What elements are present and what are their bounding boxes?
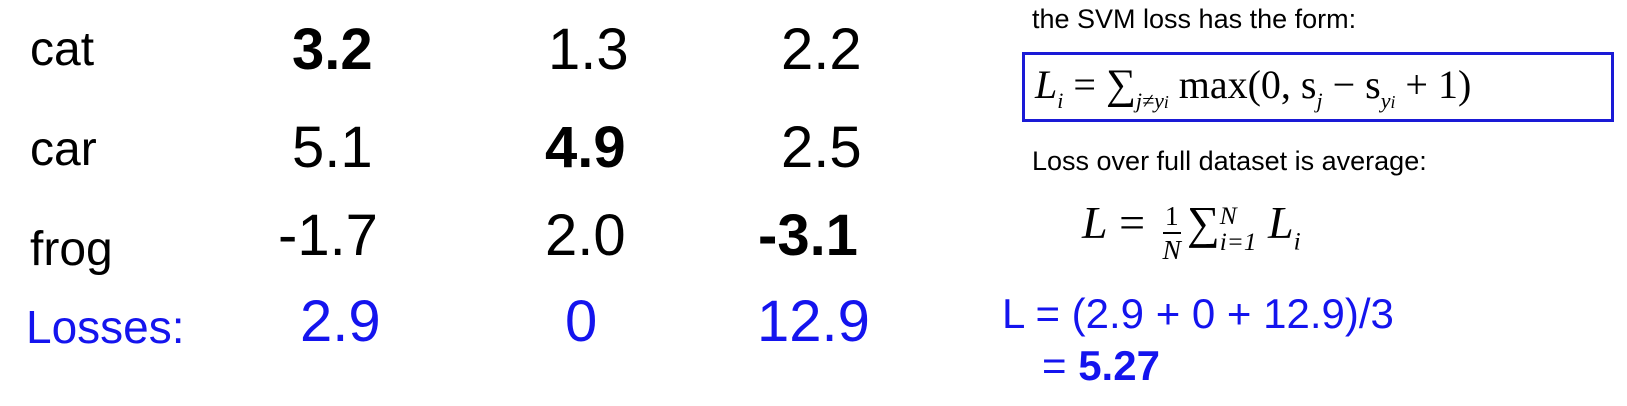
score-car-col2: 4.9 xyxy=(545,115,626,180)
svm-formula-box: Li = ∑j≠yi max(0, sj − syi + 1) xyxy=(1022,52,1614,122)
losses-label: Losses: xyxy=(26,301,185,353)
score-car-col1: 5.1 xyxy=(292,115,373,180)
avg-caption: Loss over full dataset is average: xyxy=(1032,146,1427,176)
class-label-frog: frog xyxy=(30,223,113,276)
class-label-cat: cat xyxy=(30,23,95,76)
score-car-col3: 2.5 xyxy=(781,115,862,180)
score-frog-col1: -1.7 xyxy=(278,203,378,268)
score-frog-col3: -3.1 xyxy=(758,203,858,268)
score-frog-col2: 2.0 xyxy=(545,203,626,268)
svm-caption: the SVM loss has the form: xyxy=(1032,4,1357,34)
loss-col1: 2.9 xyxy=(300,289,381,354)
loss-col3: 12.9 xyxy=(757,289,870,354)
svm-loss-formula: Li = ∑j≠yi max(0, sj − syi + 1) xyxy=(1035,62,1472,113)
average-calculation: L = (2.9 + 0 + 12.9)/3 xyxy=(1002,290,1394,337)
score-cat-col3: 2.2 xyxy=(781,17,862,82)
average-result: = 5.27 xyxy=(1042,342,1160,389)
class-label-car: car xyxy=(30,123,97,176)
score-cat-col2: 1.3 xyxy=(548,17,629,82)
score-cat-col1: 3.2 xyxy=(292,17,373,82)
average-result-value: 5.27 xyxy=(1078,342,1160,389)
loss-col2: 0 xyxy=(565,289,598,354)
